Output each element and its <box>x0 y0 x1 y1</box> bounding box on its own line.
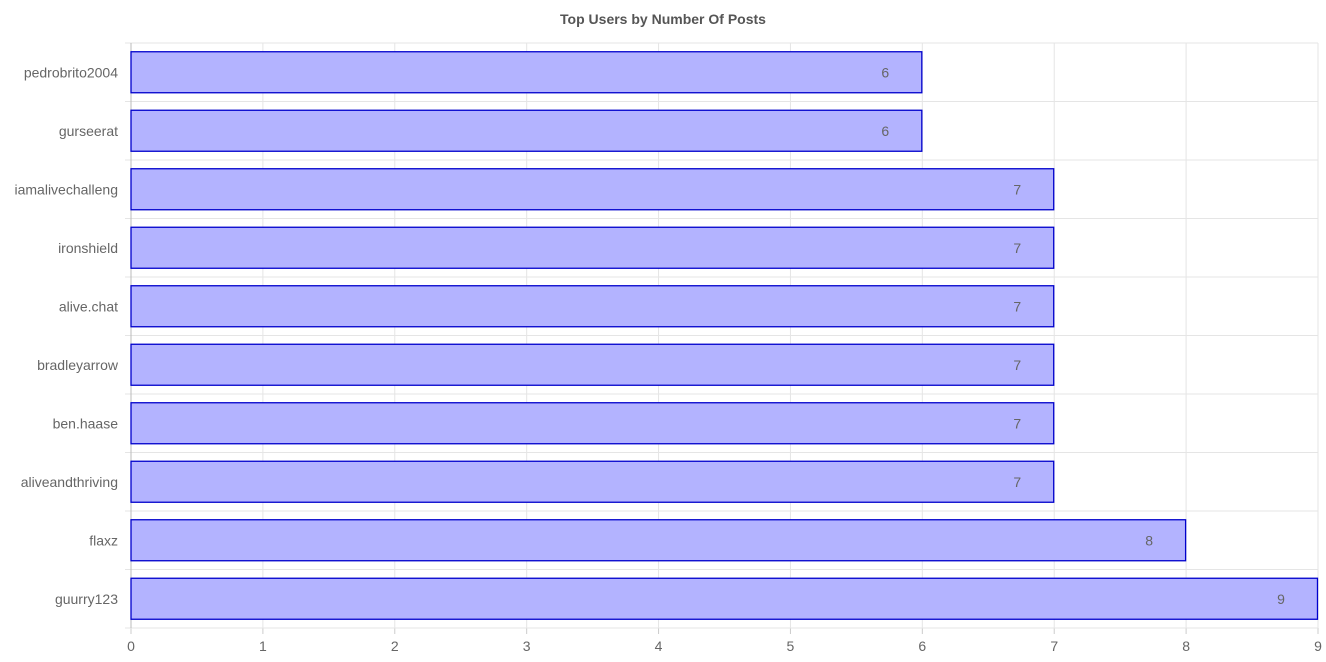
data-label: 8 <box>1145 532 1153 548</box>
bar <box>130 109 923 152</box>
data-label: 6 <box>881 64 889 80</box>
bar <box>130 168 1055 211</box>
bar <box>130 285 1055 328</box>
bar <box>130 343 1055 386</box>
bar <box>130 519 1187 562</box>
x-tick-label: 5 <box>787 638 795 654</box>
category-label: gurseerat <box>59 123 118 139</box>
category-label: flaxz <box>89 532 118 548</box>
x-tick-label: 6 <box>918 638 926 654</box>
data-label: 6 <box>881 123 889 139</box>
data-label: 7 <box>1013 181 1021 197</box>
data-label: 7 <box>1013 415 1021 431</box>
data-label: 9 <box>1277 591 1285 607</box>
category-label: alive.chat <box>59 298 118 314</box>
category-label: ironshield <box>58 240 118 256</box>
x-tick-label: 3 <box>523 638 531 654</box>
category-label: iamalivechalleng <box>14 181 118 197</box>
category-label: aliveandthriving <box>21 474 118 490</box>
bar <box>130 577 1319 620</box>
x-tick-label: 1 <box>259 638 267 654</box>
bar <box>130 460 1055 503</box>
category-label: guurry123 <box>55 591 118 607</box>
bar <box>130 226 1055 269</box>
chart-title: Top Users by Number Of Posts <box>560 11 766 27</box>
data-label: 7 <box>1013 357 1021 373</box>
x-tick-label: 0 <box>127 638 135 654</box>
data-label: 7 <box>1013 240 1021 256</box>
category-label: bradleyarrow <box>37 357 119 373</box>
x-tick-label: 7 <box>1050 638 1058 654</box>
bar <box>130 51 923 94</box>
category-label: ben.haase <box>53 415 119 431</box>
data-label: 7 <box>1013 298 1021 314</box>
x-tick-label: 4 <box>655 638 663 654</box>
bar <box>130 402 1055 445</box>
x-tick-label: 8 <box>1182 638 1190 654</box>
data-label: 7 <box>1013 474 1021 490</box>
x-tick-label: 9 <box>1314 638 1322 654</box>
category-label: pedrobrito2004 <box>24 64 118 80</box>
x-tick-label: 2 <box>391 638 399 654</box>
